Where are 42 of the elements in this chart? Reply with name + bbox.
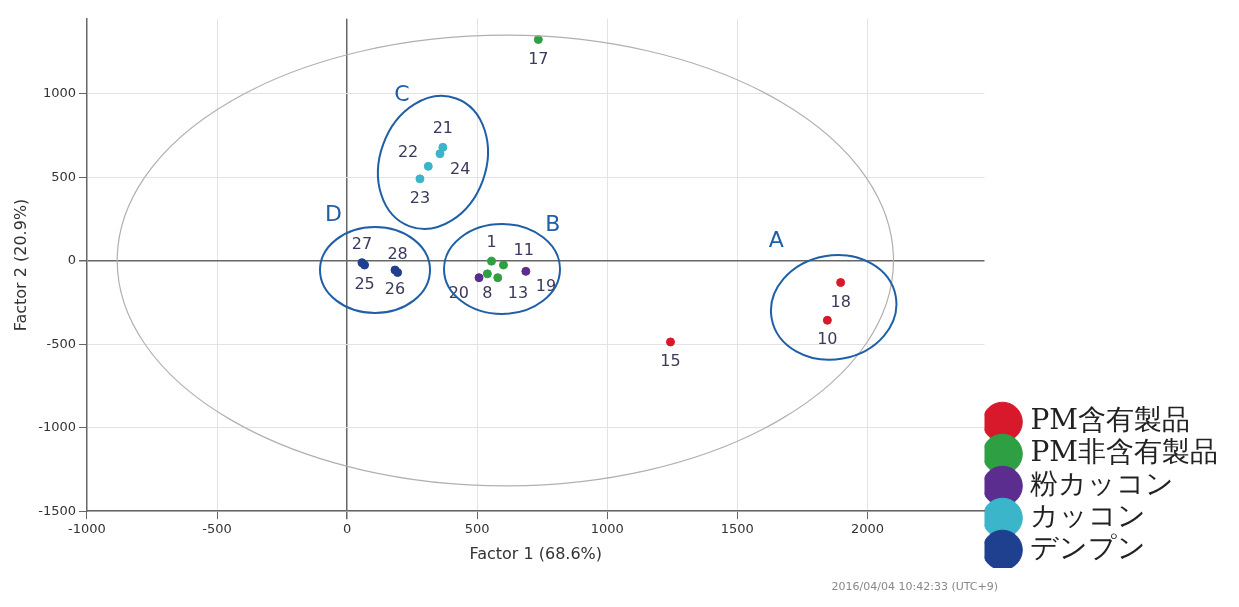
annotation: 28 [387, 243, 408, 263]
annotation: 24 [450, 158, 471, 178]
annotation: 26 [384, 279, 406, 299]
legend-label: デンプン [1030, 531, 1147, 565]
x-tick-label: 1000 [590, 521, 624, 537]
legend-label: カッコン [1030, 499, 1147, 533]
legend-label: PM含有製品 [1030, 403, 1191, 437]
annotation: 13 [507, 282, 529, 302]
y-tick-label: -500 [46, 335, 76, 351]
annotation: 10 [817, 329, 838, 349]
annotation: 21 [432, 118, 454, 138]
legend-label: PM非含有製品 [1030, 435, 1219, 469]
annotation: 8 [482, 283, 493, 302]
text: 2016/04/04 10:42:33 (UTC+9) [831, 580, 998, 593]
annotation: C [394, 81, 410, 107]
annotation: 27 [351, 233, 373, 253]
annotation: 11 [513, 240, 534, 260]
x-tick-label: 2000 [850, 521, 884, 537]
annotation: 19 [535, 276, 557, 296]
x-tick-label: 1500 [720, 521, 754, 537]
annotation: A [768, 227, 784, 253]
y-axis-title: Factor 2 (20.9%) [10, 198, 30, 332]
annotation: D [325, 201, 342, 227]
x-tick-label: -500 [202, 521, 232, 537]
y-tick-label: -1500 [38, 502, 76, 518]
legend-label: 粉カッコン [1030, 467, 1175, 501]
x-tick-label: 0 [342, 521, 352, 537]
annotation: 17 [528, 48, 549, 68]
x-axis-title: Factor 1 (68.6%) [469, 543, 603, 563]
x-tick-label: 500 [464, 521, 490, 537]
annotation: 25 [354, 274, 375, 294]
annotation: 15 [660, 351, 681, 371]
x-tick-label: -1000 [68, 521, 106, 537]
annotation: 22 [397, 141, 419, 161]
y-tick-label: 500 [51, 168, 76, 184]
y-tick-label: 0 [67, 252, 76, 268]
annotation: B [545, 211, 561, 237]
annotation: 23 [409, 188, 431, 208]
annotation: 1 [486, 232, 497, 252]
y-tick-label: 1000 [42, 85, 76, 101]
y-tick-label: -1000 [38, 419, 76, 435]
annotation: 18 [830, 291, 851, 311]
